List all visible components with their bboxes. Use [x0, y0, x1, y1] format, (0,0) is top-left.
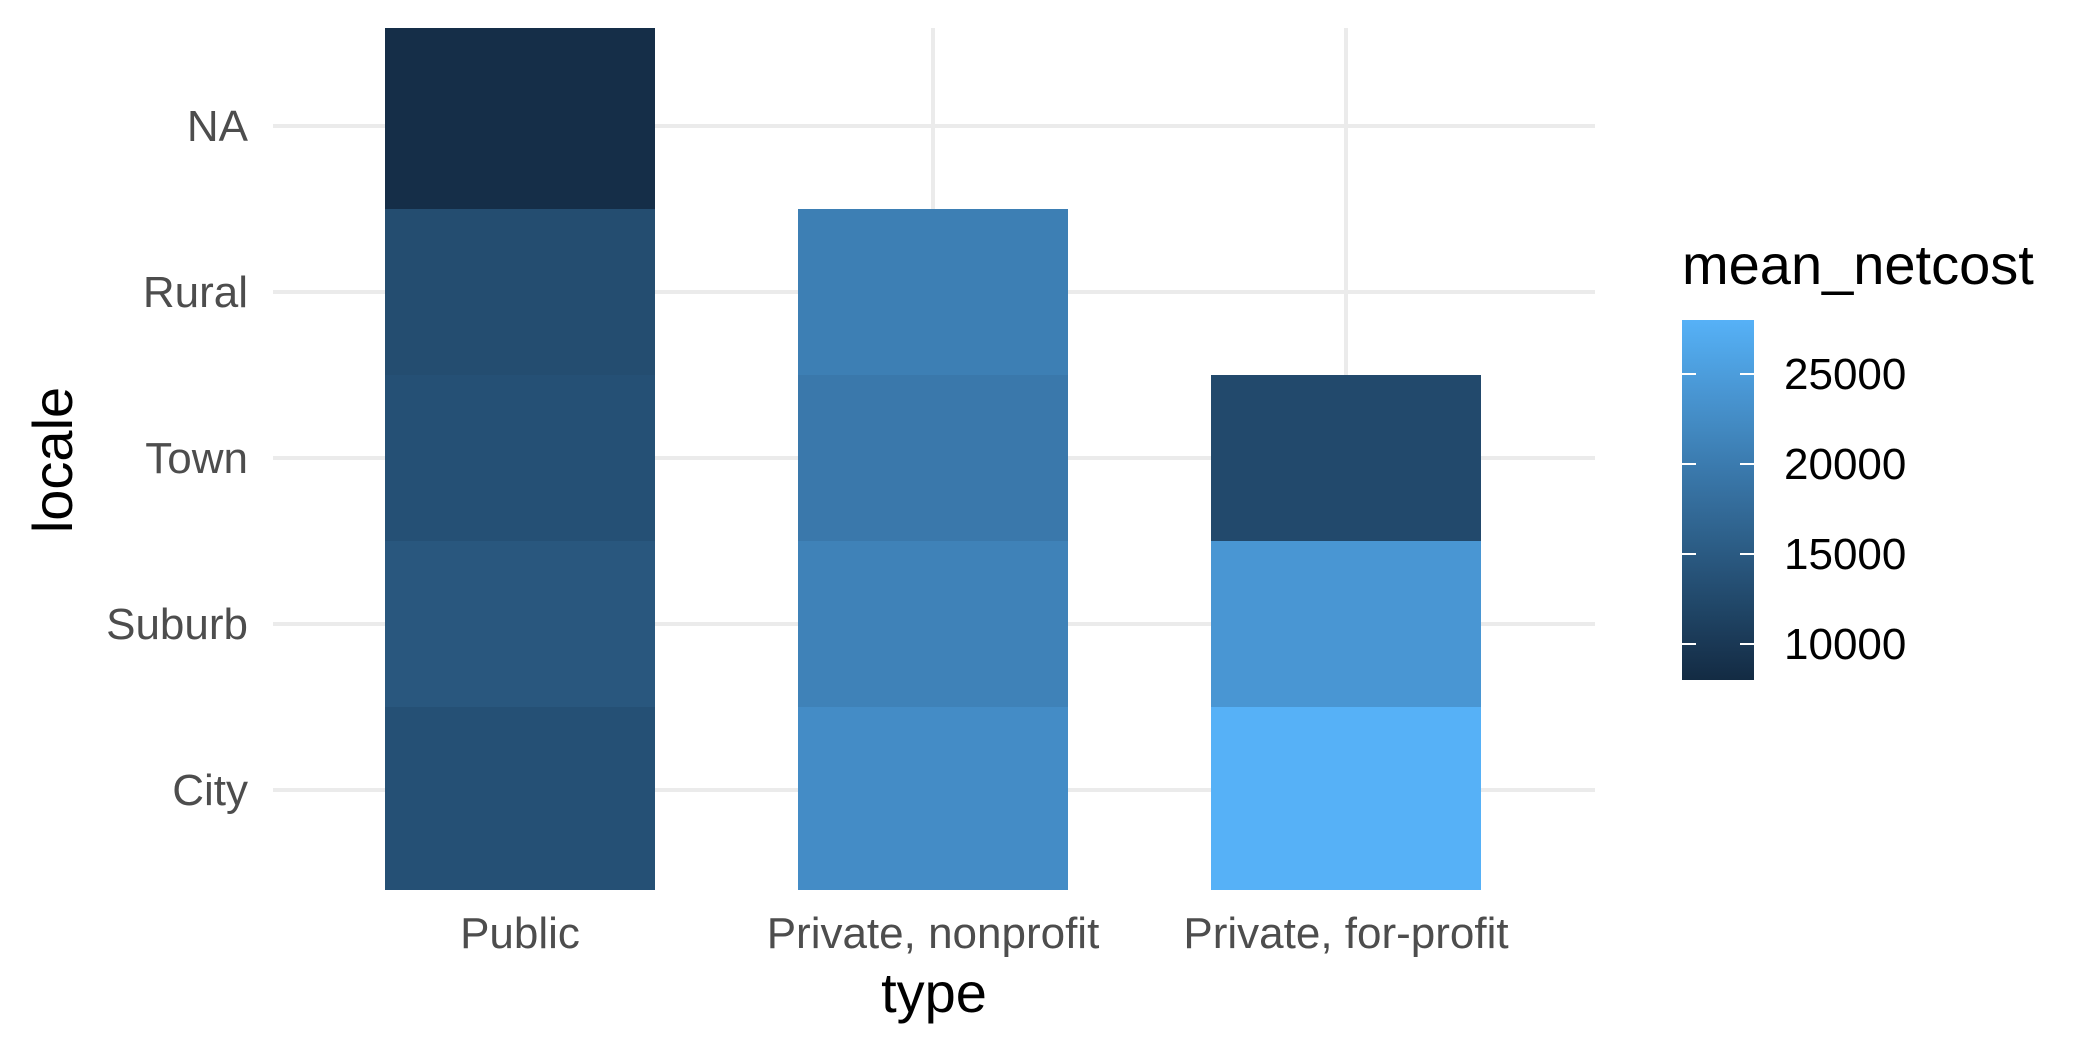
legend: mean_netcost 10000 15000 20000 25000 — [1682, 233, 2034, 680]
tiles — [385, 28, 1481, 890]
x-tick-label-private-nonprofit: Private, nonprofit — [767, 909, 1100, 958]
tile-private-nonprofit-town — [798, 375, 1068, 541]
y-axis-title: locale — [21, 387, 84, 533]
y-tick-label-city: City — [172, 766, 248, 815]
tile-private-for-profit-suburb — [1211, 541, 1481, 707]
tile-public-city — [385, 707, 655, 890]
legend-ticks: 10000 15000 20000 25000 — [1682, 350, 1906, 669]
tile-private-nonprofit-city — [798, 707, 1068, 890]
tile-private-nonprofit-rural — [798, 209, 1068, 375]
legend-label-25000: 25000 — [1784, 350, 1906, 399]
y-tick-labels: City Suburb Town Rural NA — [106, 102, 249, 815]
y-tick-label-na: NA — [187, 102, 249, 151]
x-tick-label-public: Public — [460, 909, 580, 958]
y-tick-label-rural: Rural — [143, 268, 248, 317]
tile-public-suburb — [385, 541, 655, 707]
tile-private-nonprofit-suburb — [798, 541, 1068, 707]
tile-public-town — [385, 375, 655, 541]
tile-public-rural — [385, 209, 655, 375]
tile-private-for-profit-city — [1211, 707, 1481, 890]
tile-public-na — [385, 28, 655, 209]
x-tick-label-private-for-profit: Private, for-profit — [1183, 909, 1508, 958]
legend-label-15000: 15000 — [1784, 530, 1906, 579]
y-tick-label-town: Town — [145, 434, 248, 483]
tile-private-for-profit-town — [1211, 375, 1481, 541]
x-axis-title: type — [881, 961, 987, 1024]
legend-title: mean_netcost — [1682, 233, 2034, 296]
legend-label-20000: 20000 — [1784, 440, 1906, 489]
x-tick-labels: Public Private, nonprofit Private, for-pro… — [460, 909, 1509, 958]
legend-colorbar — [1682, 320, 1754, 680]
legend-label-10000: 10000 — [1784, 620, 1906, 669]
y-tick-label-suburb: Suburb — [106, 600, 248, 649]
